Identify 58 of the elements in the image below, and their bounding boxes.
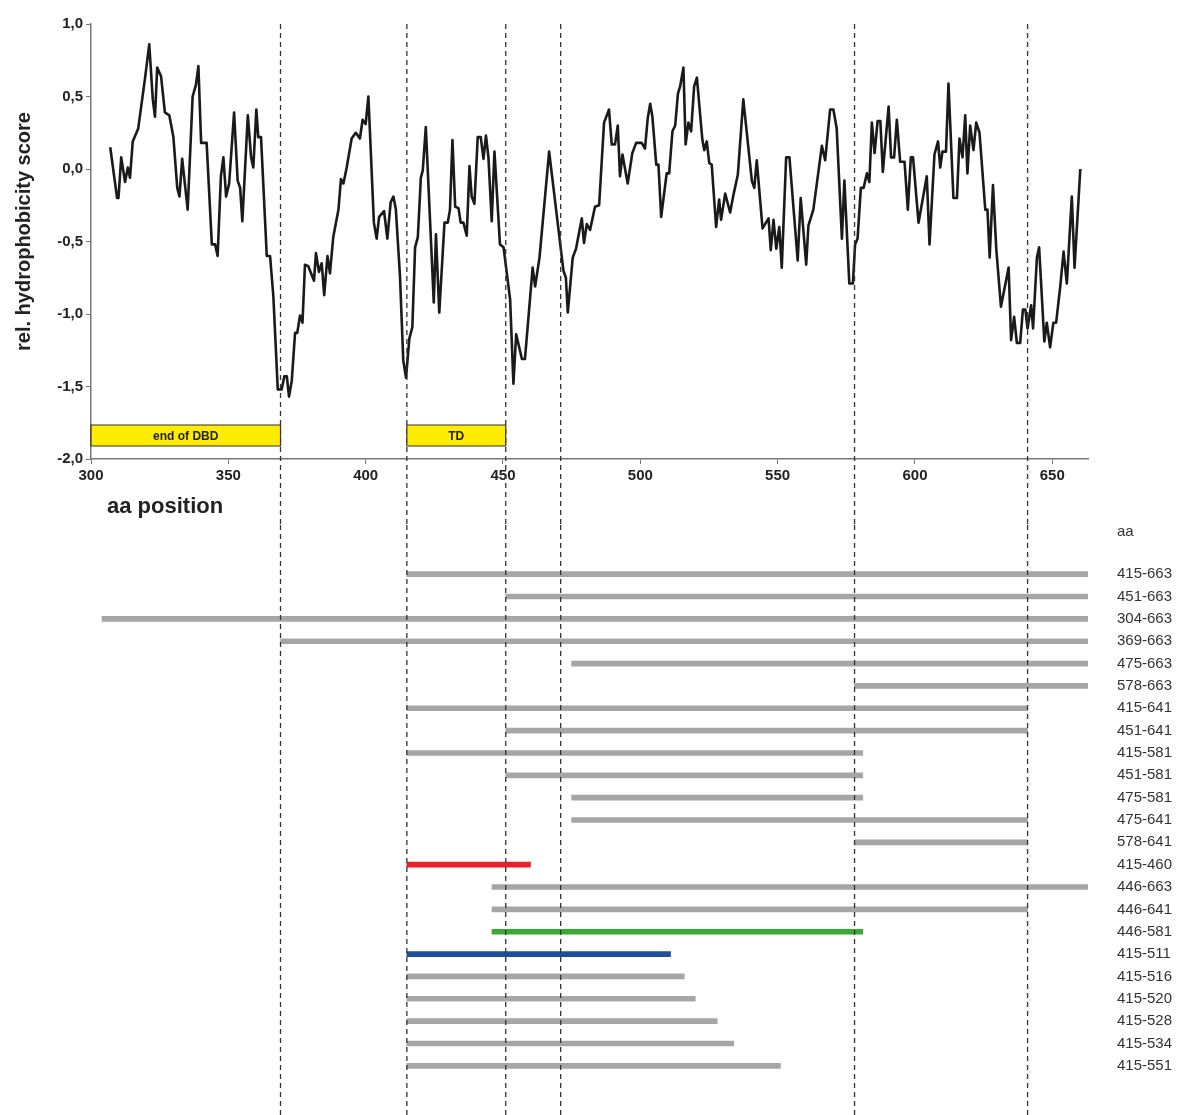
y-tick-label: 578-663	[1117, 676, 1173, 694]
bar	[491, 884, 1088, 890]
y-tick-label: 578-641	[1117, 832, 1173, 850]
y-tick-label: 1,0	[62, 14, 83, 32]
y-tick-label: -0,5	[57, 231, 83, 249]
bar	[406, 750, 864, 756]
band-label: TD	[448, 428, 465, 443]
bar	[280, 638, 1088, 645]
bar	[406, 1063, 781, 1069]
bar	[406, 861, 531, 868]
y-tick-label: 369-663	[1117, 631, 1173, 649]
bar	[571, 817, 1028, 823]
y-axis-title: rel. hydrophobicity score	[11, 112, 34, 351]
y-tick-label: 415-663	[1117, 564, 1173, 582]
bar	[406, 571, 1088, 577]
y-axis-title: aa	[1117, 522, 1135, 540]
y-tick-label: 475-663	[1117, 653, 1173, 671]
x-tick-label: 400	[353, 466, 379, 484]
x-tick-label: 650	[1039, 466, 1065, 484]
y-tick-label: 415-516	[1117, 966, 1173, 984]
y-tick-label: 451-641	[1117, 720, 1173, 738]
bar	[491, 928, 864, 935]
y-tick-label: -1,0	[57, 304, 83, 322]
y-tick-label: 446-663	[1117, 877, 1173, 895]
y-tick-label: 415-511	[1117, 944, 1171, 962]
x-tick-label: 550	[765, 466, 791, 484]
bar	[854, 683, 1088, 689]
y-tick-label: 415-641	[1117, 698, 1173, 716]
y-tick-label: 415-520	[1117, 988, 1173, 1006]
x-tick-label: 350	[215, 466, 241, 484]
x-tick-label: 600	[902, 466, 928, 484]
y-tick-label: -1,5	[57, 376, 83, 394]
y-tick-label: 415-528	[1117, 1011, 1173, 1029]
y-tick-label: 475-641	[1117, 810, 1173, 828]
y-tick-label: 446-641	[1117, 899, 1173, 917]
y-tick-label: 451-581	[1117, 765, 1173, 783]
bar	[406, 1018, 718, 1024]
y-tick-label: 415-534	[1117, 1033, 1173, 1051]
bar	[406, 951, 671, 957]
y-tick-label: -2,0	[57, 449, 83, 467]
y-tick-label: 446-581	[1117, 921, 1173, 939]
y-tick-label: 0,5	[62, 86, 83, 104]
x-tick-label: 450	[490, 466, 516, 484]
bar	[406, 995, 696, 1002]
y-tick-label: 0,0	[62, 159, 83, 177]
y-tick-label: 415-460	[1117, 854, 1173, 872]
bar	[505, 772, 864, 779]
bar	[406, 705, 1028, 712]
y-tick-label: 415-581	[1117, 743, 1173, 761]
bar	[101, 616, 1088, 622]
y-tick-label: 304-663	[1117, 609, 1173, 627]
y-tick-label: 415-551	[1117, 1055, 1173, 1073]
y-tick-label: 475-581	[1117, 787, 1173, 805]
x-tick-label: 300	[78, 466, 104, 484]
x-tick-label: 500	[627, 466, 653, 484]
band-label: end of DBD	[153, 428, 219, 443]
x-axis-title: aa position	[107, 493, 224, 519]
y-tick-label: 451-663	[1117, 586, 1173, 604]
